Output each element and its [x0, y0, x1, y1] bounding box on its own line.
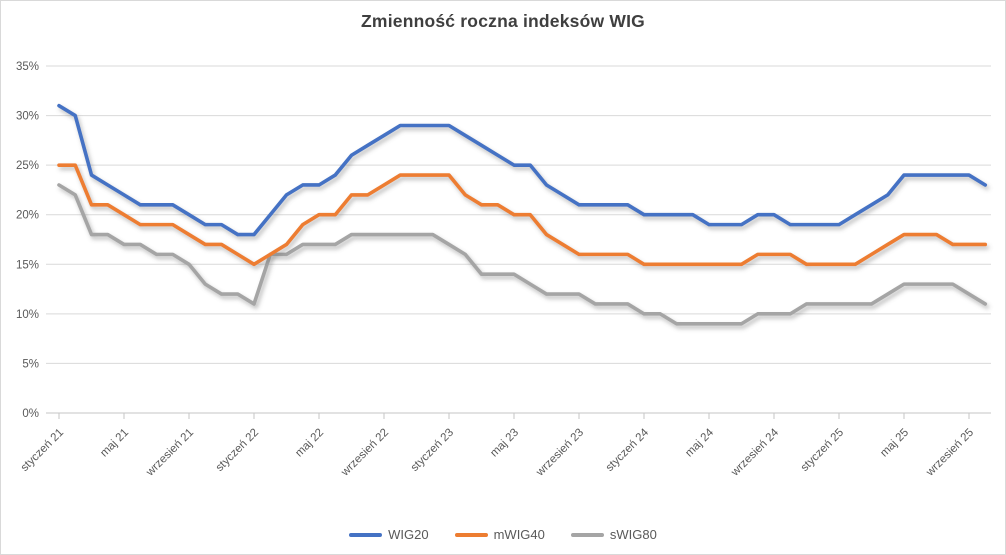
x-tick-label: styczeń 21 — [19, 427, 66, 474]
x-tick-label: wrzesień 25 — [924, 427, 977, 480]
y-tick-label: 35% — [16, 61, 39, 73]
y-axis-labels: 0% 5% 10% 15% 20% 25% 30% 35% — [16, 61, 39, 420]
x-tick-label: maj 23 — [488, 427, 521, 460]
legend-item-mwig40: mWIG40 — [454, 527, 545, 542]
y-tick-label: 0% — [22, 408, 39, 420]
y-tick-label: 25% — [16, 160, 39, 172]
y-tick-label: 5% — [22, 358, 39, 370]
legend-label-wig20: WIG20 — [388, 527, 429, 542]
wig20-line-swatch — [349, 532, 383, 537]
x-tick-label: wrzesień 23 — [534, 427, 587, 480]
x-tick-label: styczeń 22 — [214, 427, 261, 474]
x-tick-label: wrzesień 24 — [729, 426, 782, 479]
y-tick-label: 15% — [16, 259, 39, 271]
x-tick-label: maj 21 — [98, 427, 131, 460]
legend-label-swig80: sWIG80 — [609, 527, 657, 542]
legend-label-mwig40: mWIG40 — [493, 527, 545, 542]
x-tick-label: styczeń 24 — [604, 426, 652, 474]
y-tick-label: 30% — [16, 111, 39, 123]
swig80-line — [57, 183, 988, 326]
x-tick-label: styczeń 23 — [409, 427, 456, 474]
mwig40-line — [57, 163, 988, 267]
x-axis-ticks — [58, 413, 970, 419]
wig20-line — [57, 103, 988, 237]
y-tick-label: 10% — [16, 309, 39, 321]
legend-item-wig20: WIG20 — [349, 527, 429, 542]
x-tick-label: styczeń 25 — [799, 427, 846, 474]
series-lines — [57, 103, 988, 326]
x-tick-label: maj 25 — [878, 427, 911, 460]
x-tick-label: maj 24 — [683, 426, 716, 459]
x-tick-label: wrzesień 21 — [144, 427, 197, 480]
x-tick-label: wrzesień 22 — [339, 427, 392, 480]
swig80-line-swatch — [570, 532, 604, 537]
x-tick-label: maj 22 — [293, 427, 326, 460]
legend: WIG20 mWIG40 sWIG80 — [1, 527, 1005, 542]
x-axis-labels: styczeń 21 maj 21 wrzesień 21 styczeń 22 maj… — [19, 426, 976, 479]
y-tick-label: 20% — [16, 210, 39, 222]
mwig40-line-swatch — [454, 532, 488, 537]
gridlines — [46, 65, 991, 414]
legend-item-swig80: sWIG80 — [570, 527, 657, 542]
chart-title: Zmienność roczna indeksów WIG — [361, 11, 645, 31]
